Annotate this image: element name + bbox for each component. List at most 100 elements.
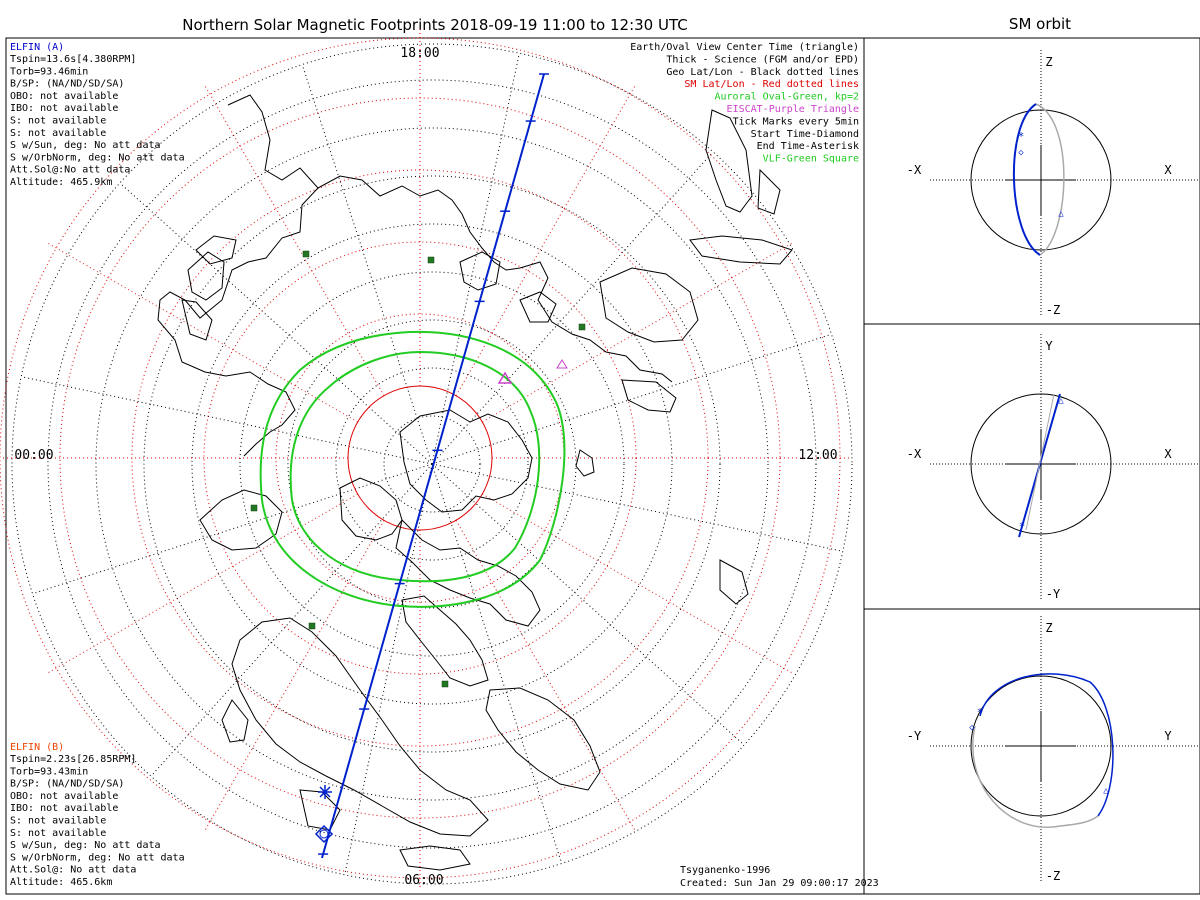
probe-a-info-line: S w/Sun, deg: No att data xyxy=(10,140,161,151)
sm-mlt-line xyxy=(204,520,385,831)
orbit-axis-label-top: Z xyxy=(1045,55,1052,69)
eiscat-triangle xyxy=(497,371,513,384)
geo-lat-circle xyxy=(335,367,529,561)
coast-pacific-islands xyxy=(719,559,749,605)
probe-b-info-line: Torb=93.43min xyxy=(10,766,88,777)
eiscat-triangle xyxy=(556,359,568,369)
coast-japan xyxy=(575,449,595,477)
legend-entry: Geo Lat/Lon - Black dotted lines xyxy=(666,67,859,78)
vlf-square xyxy=(427,256,435,264)
orbit-axis-label-right: Y xyxy=(1164,729,1172,743)
coast-caribbean xyxy=(221,699,249,743)
geo-lon-line xyxy=(344,463,433,875)
polar-map: 18:00 00:00 12:00 06:00 xyxy=(0,28,853,888)
orbit-path-shadow xyxy=(1025,393,1055,531)
legend-entry: Start Time-Diamond xyxy=(751,129,859,140)
orbit-axis-label-top: Y xyxy=(1045,339,1053,353)
legend: Earth/Oval View Center Time (triangle)Th… xyxy=(630,42,859,165)
coast-central-america xyxy=(485,687,601,791)
probe-b-info-line: S: not available xyxy=(10,816,106,827)
probe-b-info-line: Altitude: 465.6km xyxy=(10,877,112,888)
geo-lon-line xyxy=(431,463,563,864)
probe-b-info-line: OBO: not available xyxy=(10,791,118,802)
orbit-axis-label-bottom: -Z xyxy=(1046,869,1060,883)
geo-lon-line xyxy=(301,64,433,465)
orbit-triangle: △ xyxy=(1103,786,1109,796)
track-line xyxy=(321,73,545,859)
mlt-label-right: 12:00 xyxy=(798,448,837,463)
orbit-axis-label-right: X xyxy=(1164,163,1172,177)
coast-mediterranean xyxy=(195,235,237,265)
orbit-end-asterisk: * xyxy=(1019,520,1026,533)
coast-kamchatka xyxy=(621,379,677,413)
probe-a-info-line: Tspin=13.6s[4.380RPM] xyxy=(10,54,136,65)
geo-lat-circle xyxy=(47,79,817,849)
coast-antarctic-edge xyxy=(399,845,471,871)
legend-entry: Auroral Oval-Green, kp=2 xyxy=(715,92,860,103)
sm-mlt-line xyxy=(47,493,358,674)
probe-a-info-line: IBO: not available xyxy=(10,103,118,114)
sm-lat-circle xyxy=(203,241,637,675)
orbit-panel-3: Z -Z -Y Y xyxy=(907,616,1200,883)
probe-a-info-line: Torb=93.46min xyxy=(10,66,88,77)
start-diamond-circle xyxy=(319,829,329,839)
probe-a-name: ELFIN (A) xyxy=(10,42,64,53)
probe-a-info-line: OBO: not available xyxy=(10,91,118,102)
probe-b-info-line: IBO: not available xyxy=(10,803,118,814)
coast-south-america xyxy=(231,617,489,837)
orbit-panels: Z-Z-X XY-Y-X XZ-Z-Y Y*◇△△**◇△ xyxy=(907,50,1200,883)
probe-b-name: ELFIN (B) xyxy=(10,742,64,753)
sm-mlt-line xyxy=(482,242,793,423)
orbit-triangle: △ xyxy=(1058,209,1064,219)
orbit-axis-label-bottom: -Y xyxy=(1046,587,1061,601)
geo-lon-line xyxy=(431,151,714,465)
vlf-square xyxy=(441,680,449,688)
orbit-start-diamond: ◇ xyxy=(1018,148,1024,158)
mlt-label-left: 00:00 xyxy=(14,448,53,463)
legend-entry: SM Lat/Lon - Red dotted lines xyxy=(684,79,859,90)
geo-lat-circle xyxy=(383,415,481,513)
orbit-axis-label-right: X xyxy=(1164,447,1172,461)
orbit-axis-label-bottom: -Z xyxy=(1046,303,1060,317)
orbit-end-asterisk: * xyxy=(977,706,984,719)
sm-lat-circle xyxy=(131,169,709,747)
footprint-track xyxy=(250,73,586,859)
orbit-axis-label-top: Z xyxy=(1045,621,1052,635)
orbit-title: SM orbit xyxy=(1009,15,1071,33)
sm-mlt-line xyxy=(47,242,358,423)
probe-a-info-line: S: not available xyxy=(10,128,106,139)
probe-a-info-line: B/SP: (NA/ND/SD/SA) xyxy=(10,79,124,90)
sm-mlt-line xyxy=(455,520,636,831)
coast-southeast-asia xyxy=(519,291,557,323)
orbit-end-asterisk: * xyxy=(1018,130,1025,143)
orbit-path-shadow xyxy=(1035,103,1065,256)
geo-lon-line xyxy=(119,182,433,465)
orbit-axis-label-left: -X xyxy=(907,163,922,177)
orbit-triangle: △ xyxy=(1058,396,1064,406)
probe-b-info: ELFIN (B) Tspin=2.23s[26.85RPM]Torb=93.4… xyxy=(10,742,185,888)
sm-mlt-line xyxy=(204,85,385,396)
legend-entry: Tick Marks every 5min xyxy=(733,116,859,127)
orbit-axis-label-left: -Y xyxy=(907,729,922,743)
probe-b-info-line: S w/OrbNorm, deg: No att data xyxy=(10,852,185,863)
map-frame xyxy=(5,37,865,895)
coastlines xyxy=(157,94,793,871)
orbit-axis-label-left: -X xyxy=(907,447,922,461)
coast-canada xyxy=(395,518,541,627)
probe-a-info-line: Altitude: 465.9km xyxy=(10,177,112,188)
probe-b-info-line: S: not available xyxy=(10,828,106,839)
orbit-path xyxy=(979,673,1114,817)
coast-greenland xyxy=(339,477,403,541)
legend-entry: Thick - Science (FGM and/or EPD) xyxy=(666,54,859,65)
geo-lat-circle xyxy=(11,43,853,885)
legend-entry: Earth/Oval View Center Time (triangle) xyxy=(630,42,859,53)
vlf-square xyxy=(250,504,258,512)
geo-lon-line xyxy=(431,463,745,746)
legend-entry: VLF-Green Square xyxy=(763,154,859,165)
probe-b-info-line: S w/Sun, deg: No att data xyxy=(10,840,161,851)
probe-a-info-line: Att.Sol@:No att data xyxy=(10,165,130,176)
probe-b-info-line: B/SP: (NA/ND/SD/SA) xyxy=(10,779,124,790)
coast-madagascar xyxy=(181,299,213,341)
figure-title: Northern Solar Magnetic Footprints 2018-… xyxy=(182,16,687,34)
